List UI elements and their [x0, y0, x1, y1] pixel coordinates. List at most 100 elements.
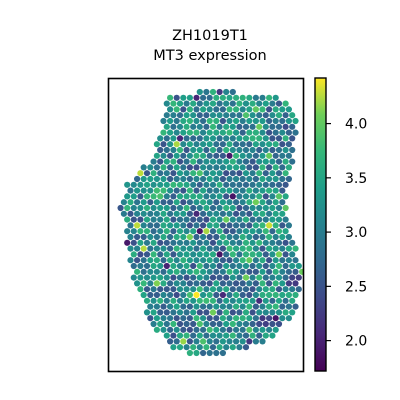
spot [262, 146, 269, 154]
spot [223, 320, 230, 328]
spot [167, 280, 174, 287]
spot [295, 286, 302, 293]
spot [256, 320, 263, 328]
spot [173, 257, 180, 264]
spot [193, 199, 200, 206]
spot [269, 216, 276, 223]
spot [249, 146, 256, 154]
spot [183, 123, 190, 130]
spot [269, 309, 276, 316]
spot [259, 326, 266, 333]
spot [249, 286, 256, 293]
spot [173, 280, 180, 287]
spot [269, 158, 276, 165]
spot [196, 146, 203, 154]
spot [246, 106, 253, 113]
spot [183, 239, 190, 246]
spot [176, 170, 184, 177]
spot [233, 187, 240, 194]
spot [285, 280, 292, 287]
spot [170, 112, 177, 119]
spot [163, 262, 170, 270]
spot [180, 187, 187, 194]
spot [246, 94, 253, 101]
spot [226, 222, 233, 229]
spot [272, 187, 279, 194]
spot [246, 303, 253, 310]
spot [206, 222, 213, 229]
spot [226, 303, 233, 310]
spot [295, 262, 302, 270]
spot [203, 158, 210, 165]
spot [269, 204, 276, 212]
spot [186, 187, 193, 194]
spot [196, 100, 203, 107]
spot [262, 158, 269, 165]
spot [153, 175, 160, 183]
spot [279, 233, 286, 241]
spot [229, 158, 236, 165]
spot [269, 146, 276, 154]
spot [219, 268, 226, 275]
spot [157, 286, 164, 293]
spot [160, 303, 167, 310]
spot [160, 129, 167, 136]
spot [259, 141, 266, 148]
spot [279, 245, 286, 252]
spot [213, 175, 220, 183]
spot [209, 228, 217, 235]
spot [170, 286, 177, 293]
spot [223, 100, 230, 107]
spot [193, 268, 200, 275]
spot [289, 251, 296, 258]
spot [269, 100, 276, 107]
spot [209, 158, 217, 165]
spot [200, 175, 207, 183]
spot [134, 268, 141, 275]
spot [167, 106, 174, 113]
spot [216, 112, 223, 119]
spot [272, 303, 279, 310]
spot [213, 268, 220, 275]
spot [249, 112, 256, 119]
spot [163, 146, 170, 154]
spot [236, 332, 243, 339]
spot [216, 262, 223, 270]
spot [242, 146, 250, 154]
spot [167, 338, 174, 345]
spot [150, 228, 157, 235]
spot [213, 129, 220, 136]
spot [285, 233, 292, 241]
spot [259, 175, 266, 183]
spot [285, 245, 292, 252]
spot [137, 170, 144, 177]
spot [180, 152, 187, 159]
spot [153, 210, 160, 217]
spot [292, 280, 299, 287]
spot [219, 291, 226, 299]
spot [262, 123, 269, 130]
spot [219, 141, 226, 148]
spot [269, 123, 276, 130]
spot [190, 286, 197, 293]
spot [252, 291, 259, 299]
spot [239, 141, 246, 148]
spot [186, 152, 193, 159]
spot [242, 262, 250, 270]
spot [186, 210, 193, 217]
spot [219, 129, 226, 136]
spot [216, 181, 223, 188]
spot [266, 210, 273, 217]
spot [190, 216, 197, 223]
spot [282, 286, 289, 293]
spot [170, 297, 177, 304]
spot [256, 123, 263, 130]
spot [203, 251, 210, 258]
spot [269, 112, 276, 119]
spot [176, 123, 184, 130]
spot [236, 135, 243, 142]
spot [190, 251, 197, 258]
spot [259, 210, 266, 217]
spot [275, 297, 283, 304]
spot [252, 233, 259, 241]
